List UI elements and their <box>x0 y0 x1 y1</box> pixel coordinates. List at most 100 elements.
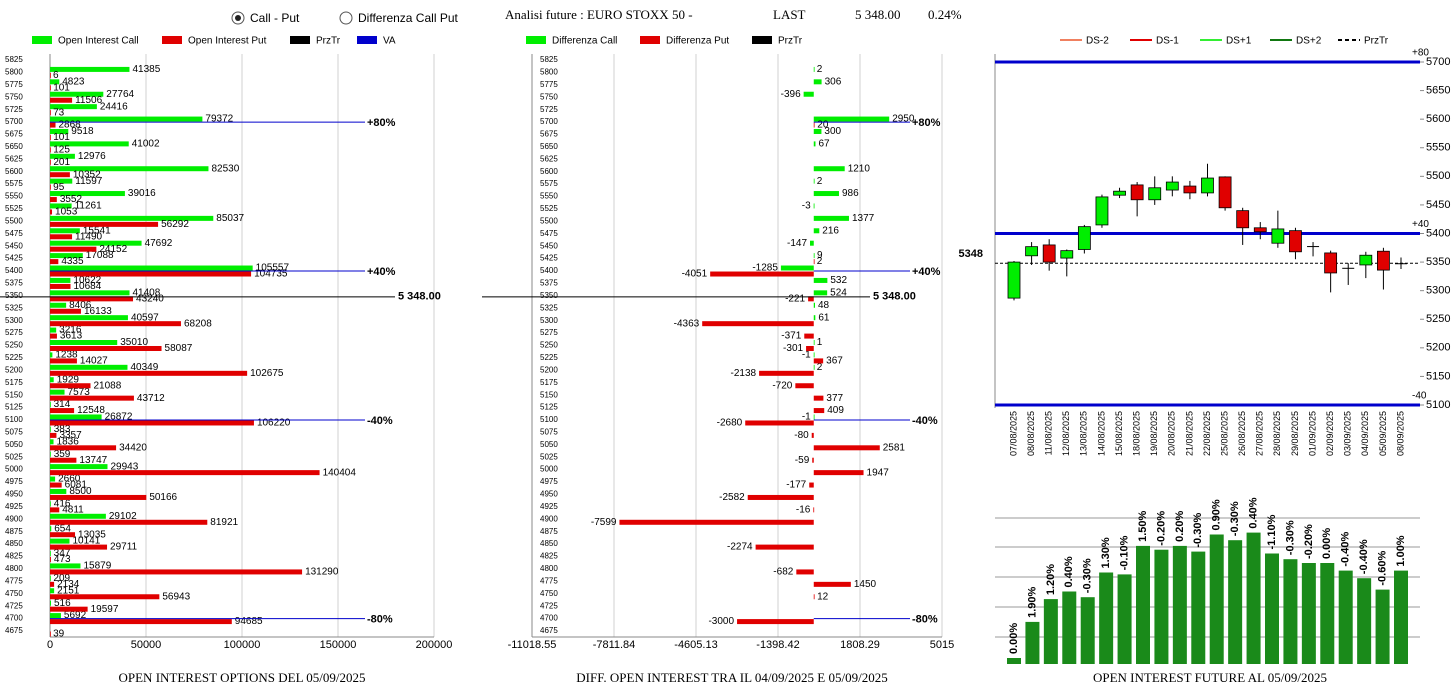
strike-label: 4950 <box>5 490 23 499</box>
x-tick-label: 50000 <box>131 639 162 651</box>
strike-label: 5600 <box>5 167 23 176</box>
strike-label: 5325 <box>540 303 558 312</box>
strike-label: 5075 <box>540 428 558 437</box>
strike-label: 4800 <box>5 564 23 573</box>
value-label: -0.60% <box>1376 551 1388 586</box>
strike-label: 5050 <box>5 440 23 449</box>
candle-body <box>1148 187 1162 201</box>
bar <box>50 277 71 283</box>
bar <box>745 420 814 426</box>
x-tick-label: 08/09/2025 <box>1395 411 1405 456</box>
value-label: -1285 <box>752 263 778 274</box>
strike-label: 5775 <box>5 80 23 89</box>
value-label: 68208 <box>184 318 212 329</box>
value-label: 4823 <box>62 76 85 87</box>
bar <box>50 234 73 240</box>
strike-label: 4900 <box>540 514 558 523</box>
bar <box>50 551 51 557</box>
bar <box>50 97 73 103</box>
bar <box>50 631 51 637</box>
x-tick-label: 20/08/2025 <box>1167 411 1177 456</box>
bar <box>50 340 118 345</box>
radio[interactable] <box>339 11 353 25</box>
legend-label: DS+2 <box>1296 36 1322 47</box>
value-label: 67 <box>818 139 830 150</box>
bar <box>50 85 51 91</box>
strike-label: 5650 <box>5 142 23 151</box>
va-label: -80% <box>367 613 393 625</box>
option-label[interactable]: Call - Put <box>250 11 300 25</box>
bar <box>813 315 816 321</box>
value-label: 11490 <box>75 231 103 242</box>
strike-label: 5075 <box>5 428 23 437</box>
last-value: 5 348.00 <box>855 7 901 22</box>
strike-label: 5450 <box>540 241 558 250</box>
strike-label: 4750 <box>5 589 23 598</box>
x-tick-label: 27/08/2025 <box>1255 411 1265 456</box>
bar <box>1172 545 1187 664</box>
bar <box>50 321 181 327</box>
value-label: -682 <box>773 567 793 578</box>
candle-body <box>1095 196 1109 226</box>
value-label: 0.00% <box>1008 623 1020 654</box>
value-label: 140404 <box>323 467 357 478</box>
value-label: 3216 <box>59 325 82 336</box>
x-tick-label: 26/08/2025 <box>1237 411 1247 456</box>
value-label: -1 <box>802 350 811 361</box>
bar <box>50 104 97 110</box>
strike-label: 5825 <box>540 55 558 64</box>
va-label: +40% <box>912 266 941 278</box>
bar <box>50 619 232 625</box>
bar <box>1320 563 1335 664</box>
value-label: 3613 <box>60 331 83 342</box>
option-label[interactable]: Differenza Call Put <box>358 11 458 25</box>
value-label: 81921 <box>210 517 238 528</box>
value-label: 1053 <box>55 207 78 218</box>
bar <box>755 544 814 550</box>
bar <box>813 203 815 209</box>
chart-title: DIFF. OPEN INTEREST TRA IL 04/09/2025 E … <box>576 670 887 685</box>
bar <box>813 594 815 600</box>
x-tick-label: 02/09/2025 <box>1325 411 1335 456</box>
value-label: 416 <box>54 499 71 510</box>
strike-label: 5675 <box>5 130 23 139</box>
bar <box>813 116 890 122</box>
bar <box>813 228 820 234</box>
strike-label: 5525 <box>540 204 558 213</box>
legend-label: DS+1 <box>1226 36 1252 47</box>
x-tick-label: 200000 <box>416 639 453 651</box>
value-label: 94685 <box>235 616 263 627</box>
strike-label: 4925 <box>5 502 23 511</box>
strike-label: 4875 <box>540 527 558 536</box>
strike-label: 4775 <box>5 576 23 585</box>
bar <box>780 265 814 271</box>
value-label: -147 <box>787 238 807 249</box>
bar <box>50 501 51 507</box>
bar <box>813 414 815 420</box>
bar <box>806 346 814 351</box>
legend-label: Differenza Call <box>552 36 617 47</box>
value-label: 15541 <box>83 225 111 236</box>
candle-body <box>1165 181 1179 191</box>
bar <box>50 538 70 544</box>
bar <box>710 271 814 277</box>
bar <box>619 519 814 525</box>
value-label: 41408 <box>133 287 161 298</box>
value-label: 6081 <box>65 480 88 491</box>
value-label: -396 <box>781 89 801 100</box>
value-label: 532 <box>830 275 847 286</box>
strike-label: 5200 <box>5 365 23 374</box>
candle-body <box>1271 228 1285 244</box>
bar <box>1136 545 1150 664</box>
value-label: 6 <box>53 70 59 81</box>
value-label: -371 <box>781 331 801 342</box>
value-label: 41385 <box>132 64 160 75</box>
bar <box>813 581 851 587</box>
y-tick-label: 5450 <box>1426 199 1450 211</box>
y-tick-label: 5650 <box>1426 84 1450 96</box>
strike-label: 5400 <box>540 266 558 275</box>
bar <box>1246 532 1261 664</box>
strike-label: 5225 <box>540 353 558 362</box>
value-label: 2581 <box>883 442 906 453</box>
legend-label: Open Interest Put <box>188 36 267 47</box>
